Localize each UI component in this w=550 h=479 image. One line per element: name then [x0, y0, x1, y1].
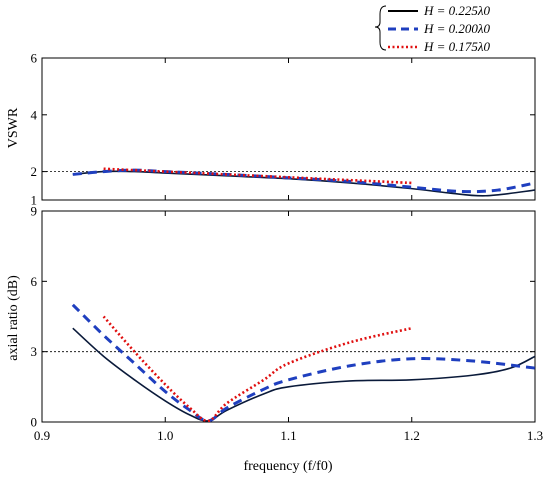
legend: H = 0.225λ0 H = 0.200λ0 H = 0.175λ0: [374, 3, 491, 54]
y-axis-label-vswr: VSWR: [6, 107, 21, 148]
series-line-1: [71, 303, 535, 422]
series-line-0: [72, 327, 535, 422]
x-tick-label: 1.2: [404, 428, 420, 443]
legend-label-2: H = 0.175λ0: [423, 39, 491, 54]
y-tick-label: 6: [31, 274, 38, 289]
series-line-2: [102, 315, 413, 422]
x-tick-label: 1.0: [157, 428, 173, 443]
x-tick-label: 0.9: [34, 428, 50, 443]
y-tick-label: 2: [31, 164, 38, 179]
axial-ratio-panel: 0 3 6 9 0.9 1.0 1.1 1.2 1.3: [31, 204, 544, 444]
y-tick-label: 3: [31, 344, 38, 359]
y-tick-label: 1: [31, 193, 38, 208]
plot-frame: [41, 210, 536, 423]
y-tick-label: 0: [31, 415, 38, 430]
series-line-1: [72, 168, 535, 194]
x-axis-label: frequency (f/f0): [243, 459, 332, 474]
vswr-panel: 1 2 4 6: [31, 51, 536, 208]
y-tick-label: 6: [31, 51, 38, 66]
x-tick-label: 1.1: [280, 428, 296, 443]
y-axis-label-axial-ratio: axial ratio (dB): [6, 275, 21, 361]
legend-label-1: H = 0.200λ0: [423, 21, 491, 36]
legend-label-0: H = 0.225λ0: [423, 3, 491, 18]
legend-brace: [374, 5, 387, 51]
x-tick-label: 1.3: [527, 428, 543, 443]
y-tick-label: 9: [31, 204, 38, 219]
y-tick-label: 4: [31, 107, 38, 122]
series-line-2: [103, 167, 412, 185]
